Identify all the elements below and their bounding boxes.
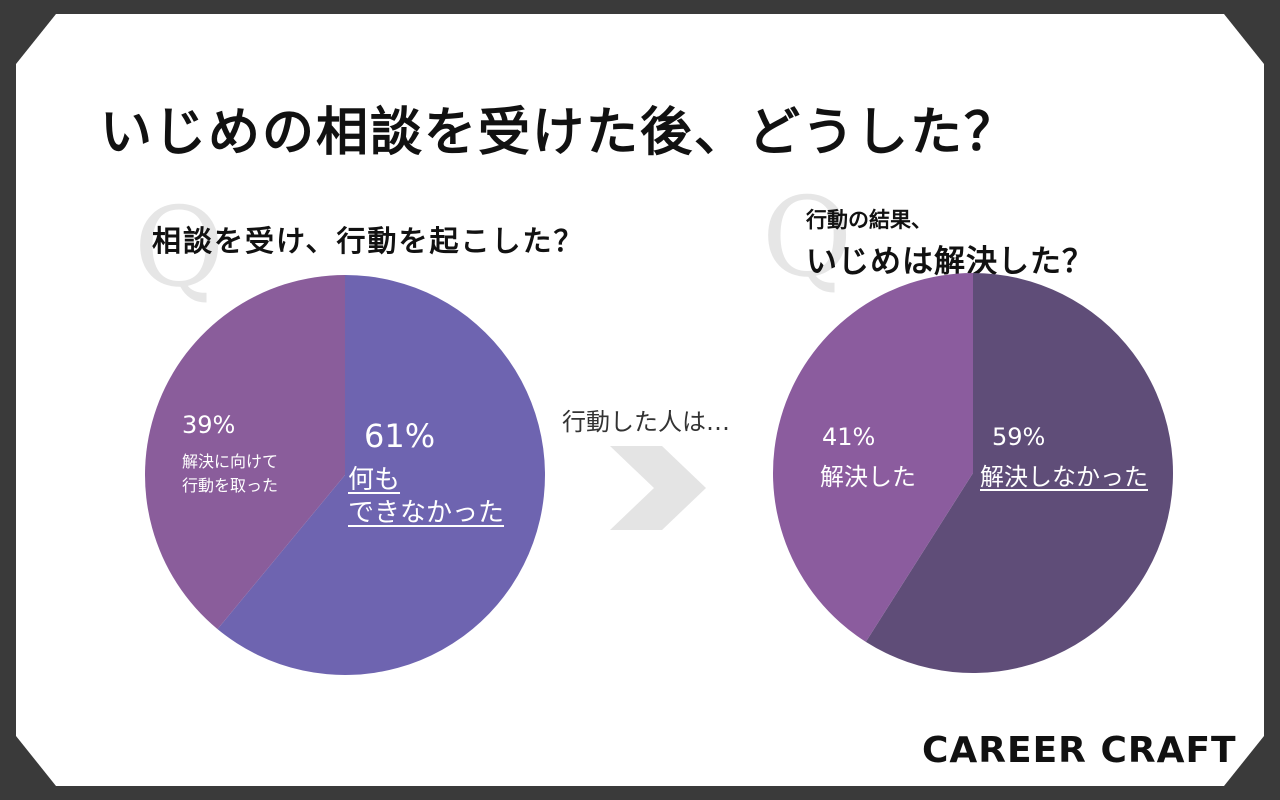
slice-label-unresolved-percent: 59% — [992, 423, 1046, 451]
q-watermark-right: Q — [762, 173, 853, 301]
pie2-slice-1 — [773, 273, 973, 642]
pie1-slice-1 — [145, 275, 345, 630]
pie2-slice-0 — [865, 273, 1173, 673]
slice-label-nothing-line1: 何も — [348, 465, 401, 495]
chart2-question-line1: 行動の結果、 — [806, 208, 932, 232]
slice-label-acted-line1: 解決に向けて — [182, 452, 279, 471]
chart2-question-line2: いじめは解決した？ — [806, 244, 1094, 280]
pie1-slice-0 — [217, 275, 545, 675]
pie-chart-action — [145, 275, 545, 675]
slice-label-acted-line2: 行動を取った — [182, 476, 279, 495]
slice-label-acted-percent: 39% — [182, 411, 236, 439]
chevron-right-icon — [610, 446, 706, 530]
pie-chart-result — [773, 273, 1173, 673]
slice-label-nothing-percent: 61% — [364, 417, 436, 455]
slice-label-acted-text: 解決に向けて 行動を取った — [182, 450, 278, 498]
infographic-card: いじめの相談を受けた後、どうした？ Q 相談を受け、行動を起こした？ 39% 解… — [16, 14, 1264, 786]
arrow-caption: 行動した人は… — [562, 408, 730, 436]
slice-label-unresolved-text: 解決しなかった — [980, 463, 1148, 491]
slice-label-nothing-text: 何も できなかった — [348, 464, 504, 529]
slice-label-resolved-text: 解決した — [820, 463, 916, 491]
q-watermark-left: Q — [134, 183, 225, 311]
page-title: いじめの相談を受けた後、どうした？ — [100, 103, 1019, 163]
slice-label-nothing-line2: できなかった — [348, 497, 505, 528]
brand-logo: CAREER CRAFT — [922, 730, 1237, 771]
chart1-question: 相談を受け、行動を起こした？ — [152, 224, 585, 258]
slice-label-resolved-percent: 41% — [822, 423, 876, 451]
